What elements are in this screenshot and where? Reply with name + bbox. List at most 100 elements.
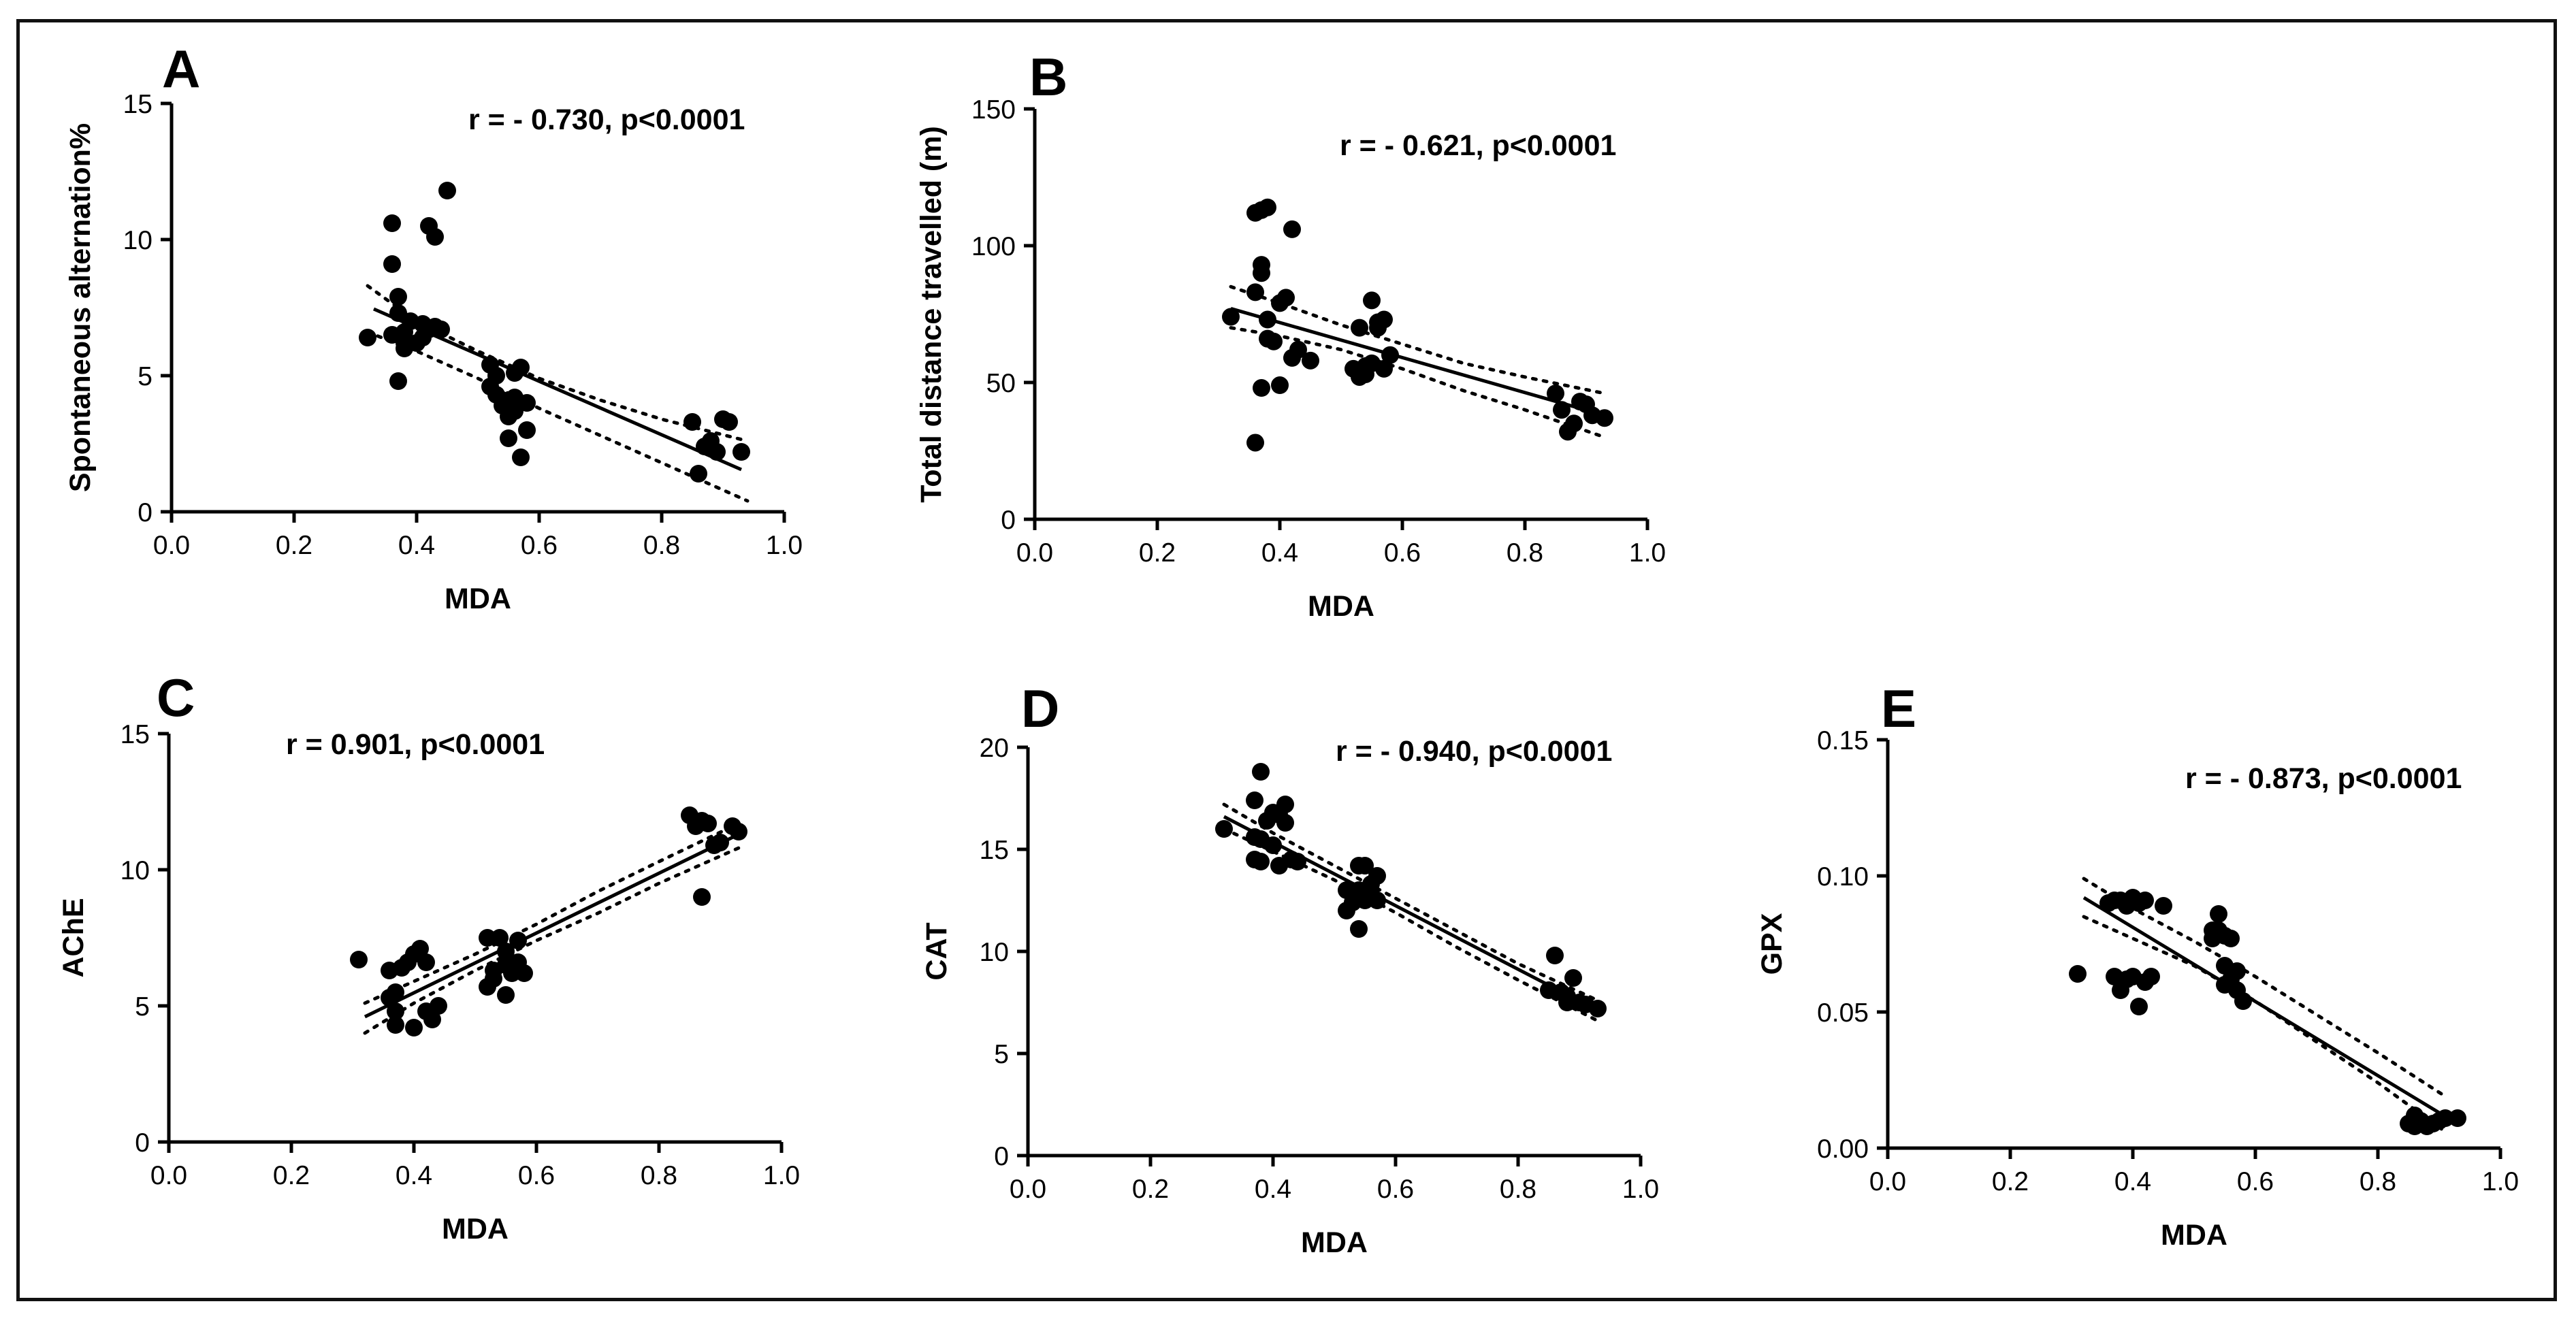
data-point	[1259, 198, 1276, 216]
figure-frame	[16, 19, 2557, 1301]
confidence-band-lower	[1229, 326, 1607, 439]
x-tick-label: 0.4	[398, 531, 435, 560]
x-axis-label: MDA	[445, 583, 511, 615]
y-tick-label: 0.00	[1817, 1134, 1869, 1164]
y-tick-label: 0	[1001, 506, 1016, 535]
data-point	[1589, 1000, 1607, 1017]
x-tick-label: 0.2	[1139, 538, 1176, 568]
data-point	[2436, 1109, 2454, 1127]
x-tick-label: 1.0	[766, 531, 803, 560]
data-point	[1246, 791, 1263, 809]
x-tick-label: 1.0	[763, 1161, 800, 1190]
data-point	[2142, 968, 2160, 985]
data-point	[730, 823, 747, 840]
data-point	[359, 329, 376, 346]
data-point	[1368, 867, 1386, 885]
panel-letter: A	[162, 39, 200, 99]
data-point	[1289, 340, 1307, 359]
confidence-band-upper	[1229, 284, 1607, 395]
y-tick-label: 20	[980, 734, 1009, 763]
confidence-band-lower	[363, 846, 741, 1035]
data-point	[690, 465, 707, 483]
panel-letter: C	[157, 668, 195, 728]
data-point	[432, 321, 450, 338]
y-tick-label: 15	[120, 720, 150, 749]
data-point	[1215, 820, 1233, 838]
data-point	[497, 986, 515, 1004]
data-point	[2204, 921, 2221, 939]
x-tick-label: 0.2	[276, 531, 312, 560]
data-point	[1259, 329, 1276, 348]
y-tick-label: 0	[135, 1128, 150, 1158]
x-tick-label: 0.0	[1016, 538, 1053, 568]
data-point	[1596, 409, 1613, 427]
data-point	[411, 940, 429, 958]
correlation-annotation: r = - 0.621, p<0.0001	[1340, 129, 1616, 162]
x-tick-label: 0.6	[1384, 538, 1421, 568]
data-point	[438, 182, 456, 199]
correlation-annotation: r = 0.901, p<0.0001	[286, 728, 545, 761]
y-tick-label: 10	[120, 856, 150, 885]
x-tick-label: 0.8	[641, 1161, 677, 1190]
data-point	[1375, 310, 1393, 329]
data-point	[720, 413, 738, 431]
panel-letter: D	[1021, 679, 1059, 738]
y-tick-label: 5	[135, 992, 150, 1022]
correlation-annotation: r = - 0.940, p<0.0001	[1336, 735, 1612, 768]
x-tick-label: 0.2	[1992, 1167, 2029, 1196]
data-point	[387, 1002, 404, 1020]
x-axis-label: MDA	[442, 1213, 509, 1245]
x-axis-label: MDA	[1301, 1226, 1368, 1259]
y-tick-label: 50	[986, 369, 1016, 398]
data-point	[1351, 318, 1368, 337]
data-point	[1276, 796, 1294, 813]
correlation-annotation: r = - 0.873, p<0.0001	[2185, 762, 2462, 795]
y-tick-label: 150	[971, 95, 1016, 125]
data-point	[2449, 1109, 2466, 1127]
y-tick-label: 10	[980, 938, 1009, 967]
x-tick-label: 0.6	[2237, 1167, 2274, 1196]
y-tick-label: 0.05	[1817, 998, 1869, 1028]
y-tick-label: 0	[138, 498, 152, 527]
data-point	[389, 372, 407, 390]
data-point	[1246, 434, 1264, 452]
x-tick-label: 0.0	[1869, 1167, 1906, 1196]
data-point	[500, 429, 517, 447]
data-point	[485, 962, 502, 979]
data-point	[2130, 894, 2148, 912]
regression-line	[364, 832, 740, 1019]
data-point	[512, 448, 530, 466]
panel-letter: E	[1881, 679, 1916, 738]
x-tick-label: 0.6	[1377, 1175, 1414, 1204]
correlation-annotation: r = - 0.730, p<0.0001	[468, 103, 745, 136]
x-tick-label: 0.4	[1261, 538, 1298, 568]
data-point	[414, 315, 432, 333]
data-point	[1357, 357, 1374, 375]
data-point	[1289, 853, 1306, 870]
data-point	[1271, 376, 1289, 395]
regression-line	[2082, 896, 2441, 1115]
y-tick-label: 0.10	[1817, 862, 1869, 892]
data-point	[2234, 992, 2252, 1010]
y-tick-label: 0	[994, 1142, 1009, 1171]
data-point	[389, 288, 407, 306]
y-tick-label: 15	[123, 90, 152, 119]
data-point	[509, 932, 527, 949]
x-tick-label: 0.8	[1500, 1175, 1536, 1204]
data-point	[383, 326, 401, 344]
data-point	[2210, 905, 2227, 923]
data-point	[1375, 359, 1393, 378]
data-point	[426, 228, 444, 246]
data-point	[2228, 962, 2246, 980]
y-tick-label: 10	[123, 226, 152, 255]
data-point	[1252, 763, 1270, 781]
data-point	[708, 443, 726, 461]
data-point	[1363, 291, 1381, 310]
data-point	[1564, 969, 1582, 987]
data-point	[512, 359, 530, 376]
confidence-band-upper	[366, 284, 750, 443]
data-point	[2155, 897, 2172, 915]
y-tick-label: 15	[980, 836, 1009, 865]
confidence-band-upper	[1222, 802, 1600, 1002]
data-point	[1344, 885, 1362, 903]
